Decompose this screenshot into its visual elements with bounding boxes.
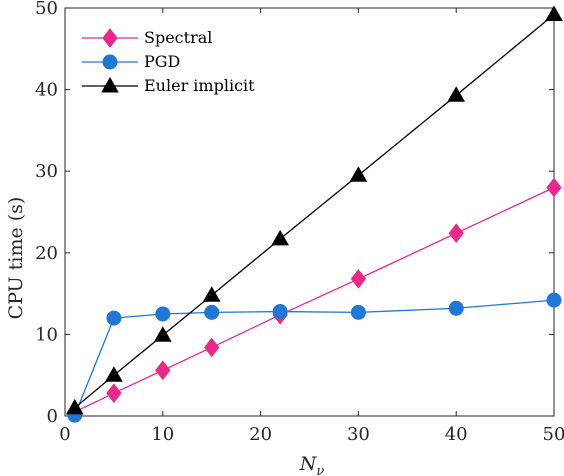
x-axis-title-subscript: ν [316, 464, 324, 476]
legend-item-euler-implicit: Euler implicit [82, 76, 255, 95]
legend-marker-spectral [102, 28, 118, 48]
data-point-pgd [204, 304, 220, 320]
y-tick-label: 50 [35, 0, 58, 19]
y-axis-title: CPU time (s) [5, 197, 27, 320]
data-point-pgd [350, 304, 366, 320]
legend-label-pgd: PGD [144, 52, 180, 71]
data-point-spectral [204, 337, 220, 358]
series-line-euler-implicit [74, 14, 555, 409]
data-point-euler-implicit [105, 366, 123, 382]
data-point-euler-implicit [545, 5, 563, 22]
data-point-pgd [272, 304, 288, 320]
legend-label-euler-implicit: Euler implicit [144, 76, 255, 95]
y-tick-label: 30 [35, 161, 58, 182]
x-tick-label: 20 [249, 424, 272, 445]
y-tick-label: 40 [35, 80, 58, 101]
data-point-spectral [155, 360, 171, 381]
y-tick-label: 20 [35, 243, 58, 264]
data-point-spectral [350, 269, 367, 289]
data-point-euler-implicit [65, 398, 84, 415]
legend-item-spectral: Spectral [82, 28, 212, 48]
data-point-pgd [546, 292, 562, 308]
data-point-euler-implicit [153, 326, 172, 342]
legend-item-pgd: PGD [82, 52, 180, 71]
data-point-spectral [448, 223, 464, 244]
legend-marker-pgd [102, 54, 118, 70]
x-tick-label: 10 [151, 424, 174, 445]
data-point-euler-implicit [349, 166, 368, 182]
data-point-euler-implicit [202, 286, 221, 302]
x-axis-title: Nν [299, 453, 325, 476]
x-axis-title-main: N [299, 453, 318, 475]
series-line-pgd [74, 299, 555, 416]
legend: Spectral PGD Euler implicit [82, 28, 255, 95]
x-tick-label: 0 [59, 424, 70, 445]
y-tick-label: 10 [35, 324, 58, 345]
series-layer [65, 5, 563, 423]
legend-label-spectral: Spectral [144, 28, 212, 47]
series-euler-implicit [65, 5, 563, 415]
data-point-euler-implicit [271, 229, 290, 246]
data-point-pgd [106, 310, 122, 326]
data-point-pgd [448, 300, 464, 316]
data-point-pgd [155, 306, 171, 322]
x-tick-label: 30 [347, 424, 370, 445]
tick-layer: 0 10 20 30 40 50 0 10 20 30 40 50 [35, 0, 564, 445]
data-point-spectral [106, 383, 122, 403]
data-point-spectral [546, 177, 562, 198]
legend-marker-euler-implicit [101, 76, 119, 93]
data-point-euler-implicit [447, 86, 466, 102]
x-tick-label: 40 [445, 424, 468, 445]
y-tick-label: 0 [47, 406, 58, 427]
x-tick-label: 50 [543, 424, 564, 445]
series-line-spectral [74, 186, 555, 413]
series-pgd [67, 292, 562, 423]
